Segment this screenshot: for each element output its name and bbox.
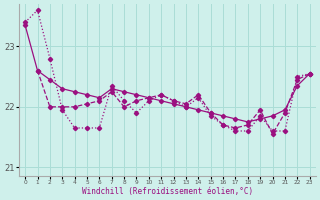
X-axis label: Windchill (Refroidissement éolien,°C): Windchill (Refroidissement éolien,°C) [82,187,253,196]
